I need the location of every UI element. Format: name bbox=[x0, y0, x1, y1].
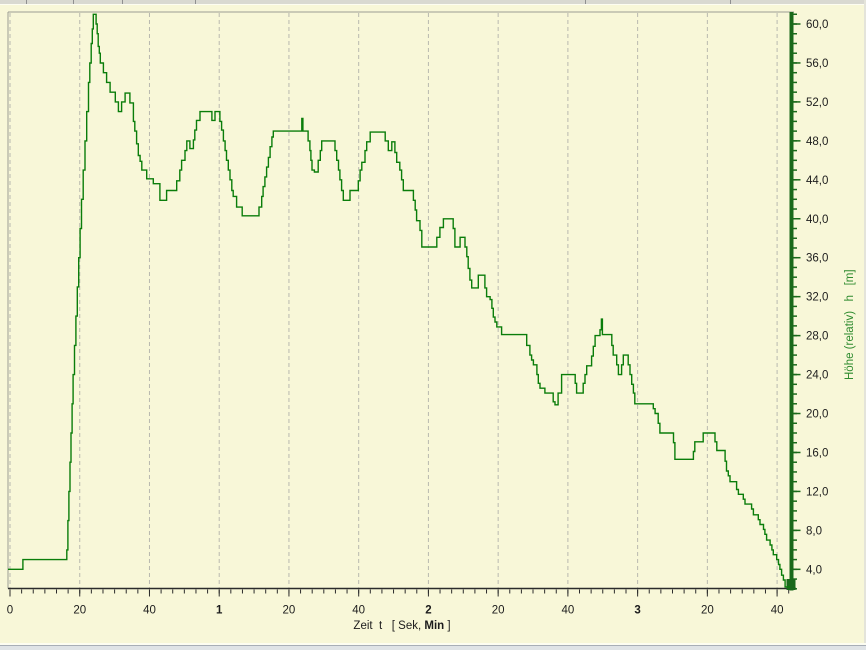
y-tick-label: 60,0 bbox=[806, 19, 828, 31]
top-ruler-tick bbox=[122, 0, 123, 4]
x-tick-label: 0 bbox=[7, 605, 13, 617]
y-tick-label: 28,0 bbox=[806, 331, 828, 343]
y-tick-label: 52,0 bbox=[806, 97, 828, 109]
y-tick-label: 20,0 bbox=[806, 409, 828, 421]
y-axis-title: Höhe (relativ) h [m] bbox=[844, 269, 856, 381]
x-tick-label: 3 bbox=[634, 605, 640, 617]
x-tick-label: 40 bbox=[561, 605, 574, 617]
y-tick-label: 32,0 bbox=[806, 292, 828, 304]
y-tick-label: 36,0 bbox=[806, 253, 828, 265]
x-tick-label: 1 bbox=[216, 605, 223, 617]
top-ruler-tick bbox=[585, 0, 586, 4]
top-ruler-tick bbox=[195, 0, 196, 4]
top-ruler-tick bbox=[73, 0, 74, 4]
plot-background bbox=[0, 5, 866, 646]
x-axis-title-prefix: Zeit t [ Sek, bbox=[353, 620, 425, 632]
y-tick-label: 56,0 bbox=[806, 58, 828, 70]
x-tick-label: 20 bbox=[492, 605, 505, 617]
x-tick-label: 20 bbox=[283, 605, 296, 617]
axis-corner-cap bbox=[786, 579, 796, 590]
x-tick-label: 40 bbox=[771, 605, 784, 617]
x-tick-label: 40 bbox=[143, 605, 156, 617]
y-tick-label: 44,0 bbox=[806, 175, 828, 187]
y-tick-label: 8,0 bbox=[806, 525, 822, 537]
y-tick-label: 24,0 bbox=[806, 370, 828, 382]
x-tick-label: 20 bbox=[73, 605, 86, 617]
x-tick-label: 20 bbox=[701, 605, 714, 617]
top-ruler-tick bbox=[26, 0, 27, 4]
y-tick-label: 48,0 bbox=[806, 136, 828, 148]
top-ruler-tick bbox=[730, 0, 731, 4]
y-tick-label: 4,0 bbox=[806, 564, 822, 576]
x-tick-label: 40 bbox=[352, 605, 365, 617]
window-bottom-edge bbox=[0, 645, 866, 650]
top-ruler-strip bbox=[0, 0, 866, 5]
x-axis-title-suffix: ] bbox=[444, 620, 451, 632]
y-tick-label: 40,0 bbox=[806, 214, 828, 226]
y-tick-label: 16,0 bbox=[806, 447, 828, 459]
y-tick-label: 12,0 bbox=[806, 486, 828, 498]
x-tick-label: 2 bbox=[425, 605, 431, 617]
altitude-curve bbox=[8, 13, 790, 588]
x-axis-title: Zeit t [ Sek, Min ] bbox=[252, 620, 552, 636]
window-right-edge bbox=[864, 0, 866, 650]
x-axis-title-minutes: Min bbox=[424, 620, 445, 632]
